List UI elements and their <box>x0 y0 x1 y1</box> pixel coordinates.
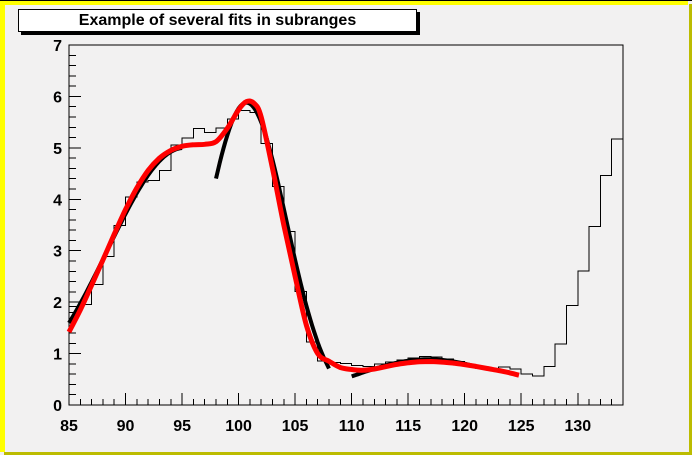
fit-curve-total <box>66 98 520 378</box>
canvas-border-right <box>689 4 692 455</box>
x-tick-label: 125 <box>508 418 535 435</box>
y-tick-label: 7 <box>53 38 62 55</box>
x-tick-label: 100 <box>225 418 252 435</box>
canvas-border-top <box>0 1 688 5</box>
x-tick-label: 90 <box>117 418 135 435</box>
canvas-border-bottom <box>4 452 692 455</box>
canvas-top-edge <box>0 0 692 1</box>
x-tick-label: 85 <box>60 418 78 435</box>
histogram-line <box>69 109 624 405</box>
plot-frame <box>68 44 624 406</box>
x-tick-label: 105 <box>282 418 309 435</box>
x-tick-label: 110 <box>339 418 365 435</box>
title-box: Example of several fits in subranges <box>18 9 417 32</box>
y-tick-label: 6 <box>53 89 62 106</box>
x-tick-label: 120 <box>451 418 478 435</box>
y-tick-label: 5 <box>53 141 62 158</box>
fit-curve-g2 <box>214 100 331 370</box>
y-tick-label: 4 <box>53 192 62 209</box>
x-tick-label: 115 <box>395 418 421 435</box>
x-tick-label: 95 <box>173 418 191 435</box>
x-tick-label: 130 <box>564 418 591 435</box>
y-tick-label: 1 <box>53 347 62 364</box>
y-tick-label: 0 <box>53 398 62 415</box>
y-tick-label: 2 <box>53 295 62 312</box>
plot-title: Example of several fits in subranges <box>78 11 357 29</box>
canvas-border-left <box>0 1 5 452</box>
y-tick-label: 3 <box>53 244 62 261</box>
